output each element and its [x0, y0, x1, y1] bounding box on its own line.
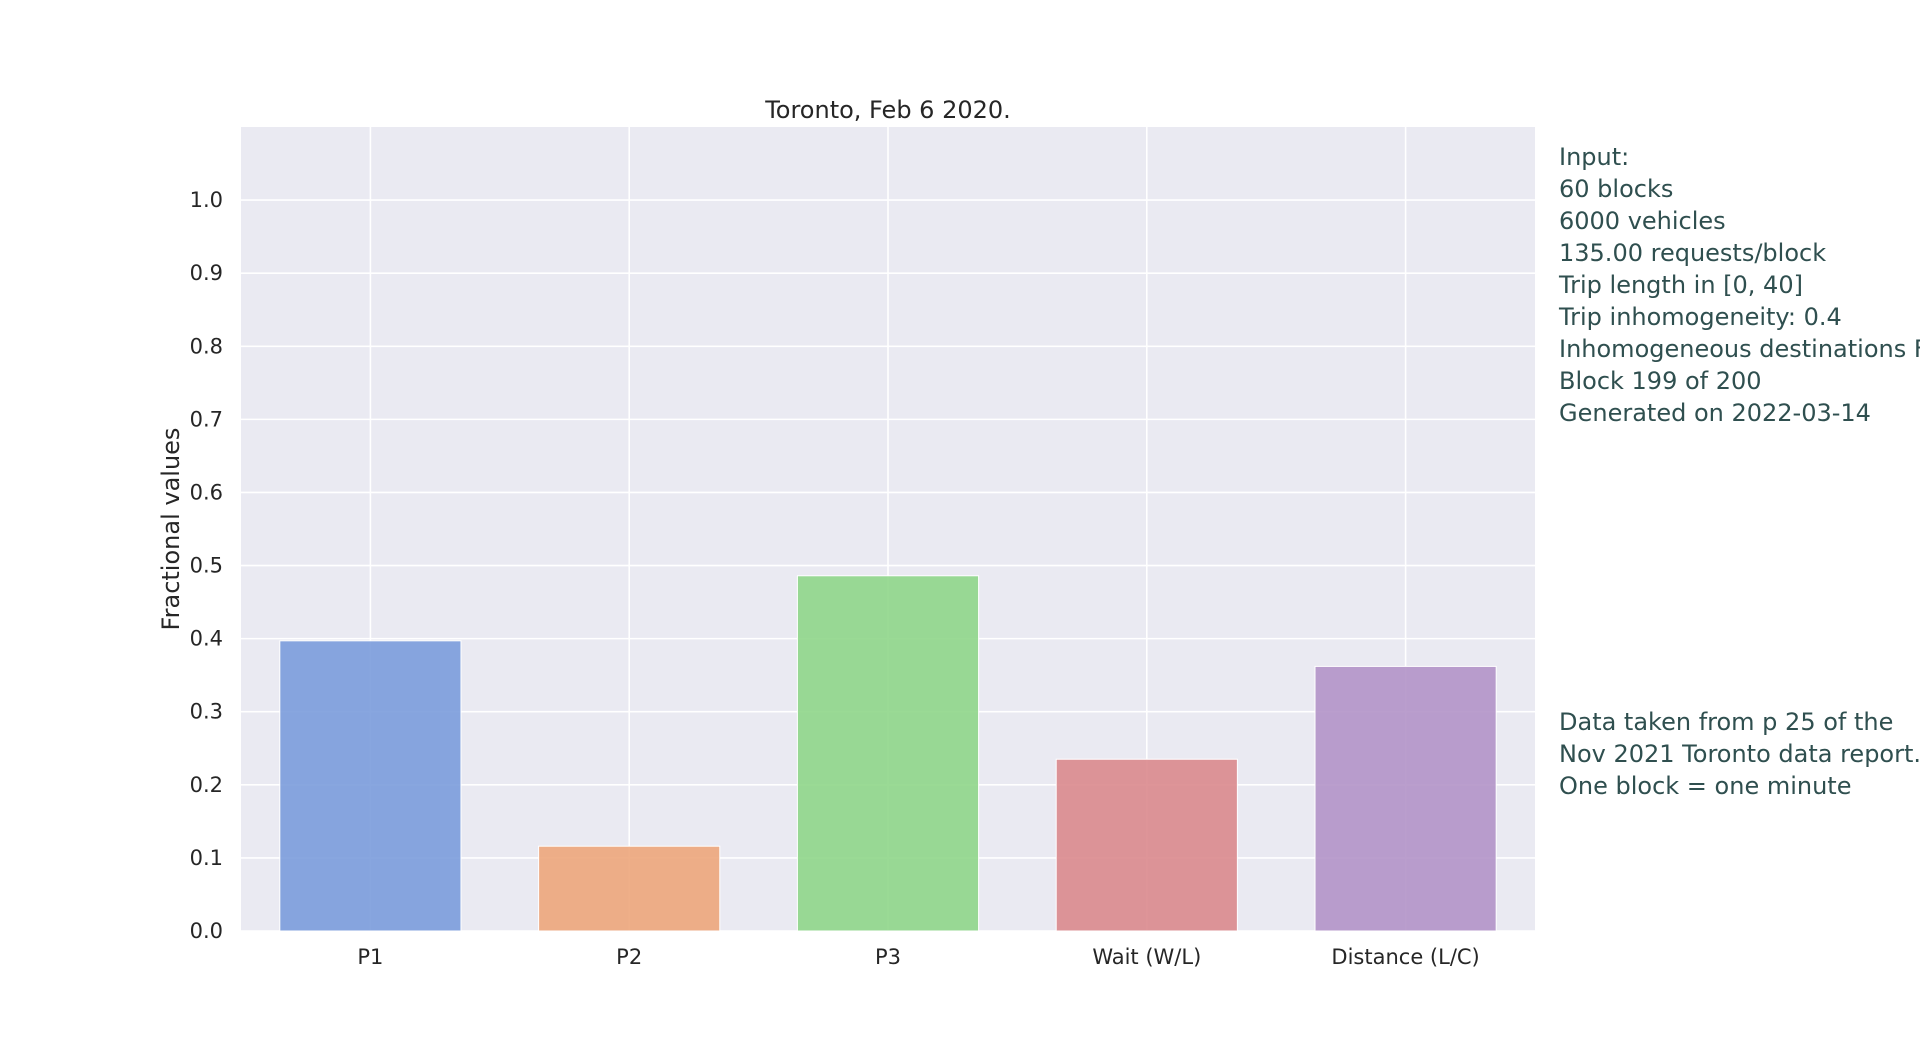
annotation-line: Data taken from p 25 of the [1559, 708, 1894, 736]
bars [279, 575, 1497, 932]
annotation-line: Input: [1559, 143, 1630, 171]
annotation-line: 6000 vehicles [1559, 207, 1726, 235]
y-tick-label: 0.9 [190, 261, 223, 285]
annotation-line: Trip inhomogeneity: 0.4 [1559, 303, 1842, 331]
bar-p2 [538, 845, 721, 932]
y-tick-label: 0.1 [190, 846, 223, 870]
y-tick-label: 0.4 [190, 627, 223, 651]
x-tick-label: P2 [616, 945, 642, 969]
y-tick-label: 0.8 [190, 334, 223, 358]
bar-p1 [279, 640, 462, 932]
x-tick-label: Distance (L/C) [1331, 945, 1479, 969]
annotation-line: Trip length in [0, 40] [1559, 271, 1803, 299]
x-tick-label: P3 [875, 945, 901, 969]
data-source-note: Data taken from p 25 of the Nov 2021 Toro… [1559, 706, 1920, 802]
annotation-line: Generated on 2022-03-14 [1559, 399, 1871, 427]
y-tick-labels: 0.0 0.1 0.2 0.3 0.4 0.5 0.6 0.7 0.8 0.9 1.0 [190, 188, 223, 943]
bar-distance-l-c [1314, 665, 1497, 932]
y-tick-label: 0.6 [190, 480, 223, 504]
y-tick-label: 0.2 [190, 773, 223, 797]
annotation-line: 135.00 requests/block [1559, 239, 1827, 267]
y-axis-label: Fractional values [157, 428, 185, 631]
x-tick-labels: P1 P2 P3 Wait (W/L) Distance (L/C) [357, 945, 1479, 969]
bar-wait-w-l [1055, 758, 1238, 932]
input-parameters-panel: Input: 60 blocks 6000 vehicles 135.00 reque… [1559, 141, 1920, 429]
y-tick-label: 0.3 [190, 700, 223, 724]
annotation-line: Nov 2021 Toronto data report. [1559, 740, 1920, 768]
annotation-line: 60 blocks [1559, 175, 1674, 203]
x-tick-label: Wait (W/L) [1092, 945, 1201, 969]
y-tick-label: 0.5 [190, 554, 223, 578]
y-tick-label: 0.7 [190, 407, 223, 431]
chart-title: Toronto, Feb 6 2020. [764, 96, 1011, 124]
y-tick-label: 1.0 [190, 188, 223, 212]
annotation-line: Inhomogeneous destinations Fal [1559, 335, 1920, 363]
y-tick-label: 0.0 [190, 919, 223, 943]
bar-p3 [796, 575, 980, 932]
x-tick-label: P1 [357, 945, 383, 969]
annotation-line: Block 199 of 200 [1559, 367, 1762, 395]
annotation-line: One block = one minute [1559, 772, 1852, 800]
